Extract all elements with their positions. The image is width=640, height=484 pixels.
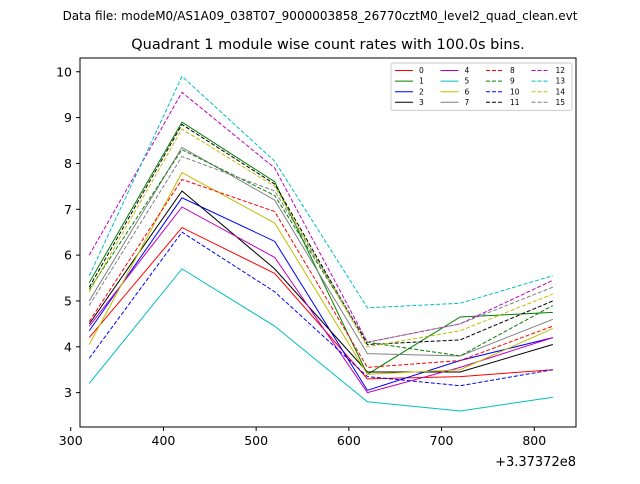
plot-area [88, 75, 554, 412]
y-tick-label: 6 [64, 248, 72, 263]
x-tick-label: 700 [430, 433, 454, 448]
series-line-8 [88, 178, 553, 368]
series-line-9 [88, 149, 554, 357]
y-tick-label: 3 [64, 385, 72, 400]
legend-label-15: 15 [556, 98, 566, 107]
series-line-2 [88, 197, 553, 391]
figure-suptitle: Data file: modeM0/AS1A09_038T07_90000038… [63, 9, 578, 23]
legend-label-4: 4 [465, 66, 470, 75]
series-line-3 [88, 190, 553, 373]
y-tick-label: 5 [64, 293, 72, 308]
legend-label-13: 13 [556, 77, 566, 86]
series-line-10 [88, 231, 553, 387]
legend-label-3: 3 [419, 98, 424, 107]
axes-frame [79, 57, 577, 428]
series-line-12 [88, 91, 554, 343]
y-tick-label: 8 [64, 156, 72, 171]
legend-label-14: 14 [556, 87, 566, 96]
legend-label-1: 1 [419, 77, 424, 86]
legend-label-6: 6 [465, 87, 470, 96]
y-tick-label: 4 [64, 339, 72, 354]
series-line-15 [88, 155, 554, 343]
legend-label-7: 7 [465, 98, 470, 107]
x-tick-label: 800 [522, 433, 546, 448]
legend-label-5: 5 [465, 77, 470, 86]
series-line-6 [88, 171, 554, 375]
series-line-13 [88, 75, 553, 309]
y-tick-label: 7 [64, 202, 72, 217]
legend-label-11: 11 [510, 98, 520, 107]
series-line-5 [88, 268, 553, 412]
legend-label-2: 2 [419, 87, 424, 96]
y-tick-label: 9 [64, 110, 72, 125]
legend-label-9: 9 [510, 77, 515, 86]
series-line-11 [88, 123, 554, 346]
series-line-0 [88, 226, 553, 380]
series-line-14 [88, 128, 554, 348]
x-offset-label: +3.37372e8 [495, 455, 576, 470]
y-tick-label: 10 [56, 64, 72, 79]
legend-label-8: 8 [510, 66, 515, 75]
legend-label-0: 0 [419, 66, 424, 75]
chart-title: Quadrant 1 module wise count rates with … [131, 37, 525, 53]
legend-label-12: 12 [556, 66, 566, 75]
legend-label-10: 10 [510, 87, 520, 96]
x-tick-label: 300 [59, 433, 83, 448]
legend-frame [390, 62, 573, 111]
x-tick-label: 400 [152, 433, 176, 448]
x-tick-label: 500 [244, 433, 268, 448]
x-tick-label: 600 [337, 433, 361, 448]
